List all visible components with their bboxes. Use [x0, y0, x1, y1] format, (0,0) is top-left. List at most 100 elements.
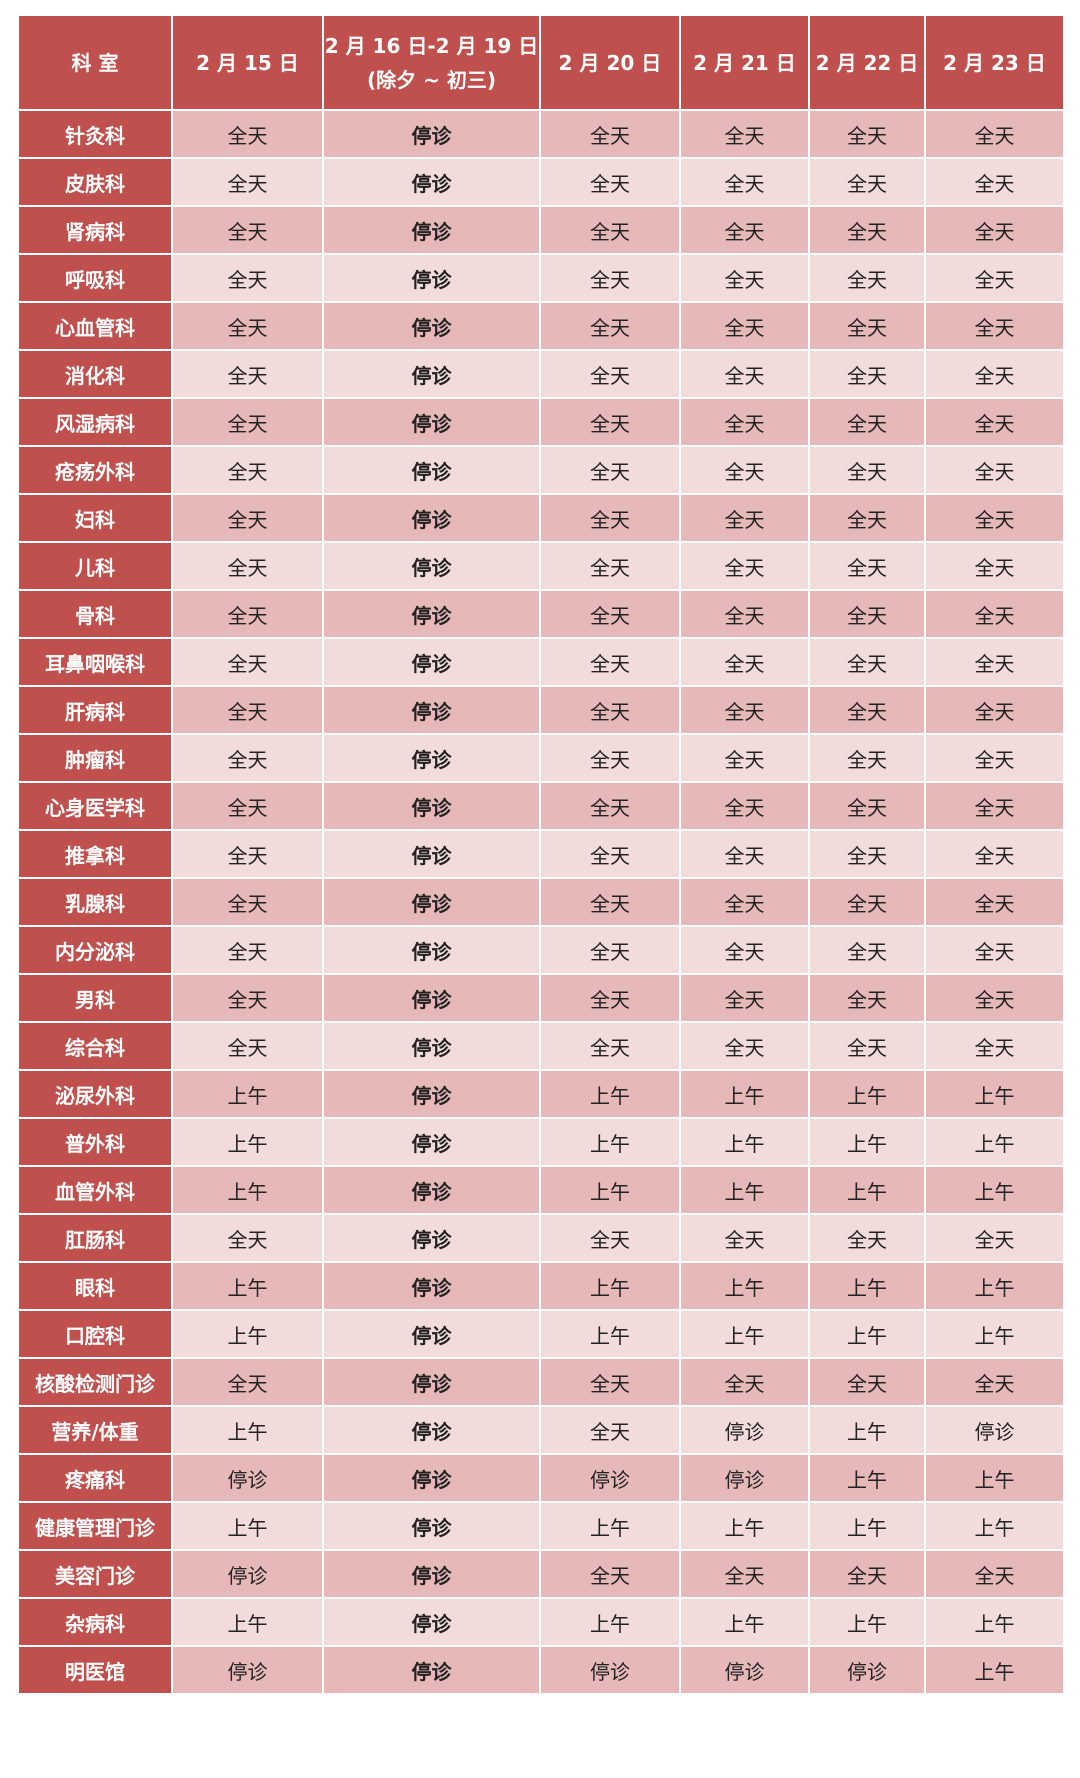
header-date: 2 月 15 日 [171, 14, 324, 111]
table-row: 眼科 上午 停诊 上午 上午 上午 上午 [17, 1261, 1065, 1311]
schedule-cell: 全天 [539, 637, 681, 687]
schedule-cell: 停诊 [322, 1597, 541, 1647]
schedule-cell: 停诊 [679, 1405, 810, 1455]
schedule-cell: 全天 [679, 109, 810, 159]
schedule-cell: 全天 [808, 685, 926, 735]
table-row: 心血管科 全天 停诊 全天 全天 全天 全天 [17, 301, 1065, 351]
department-name: 口腔科 [17, 1309, 173, 1359]
department-name: 儿科 [17, 541, 173, 591]
schedule-cell: 全天 [924, 445, 1065, 495]
schedule-cell: 上午 [924, 1117, 1065, 1167]
department-name: 骨科 [17, 589, 173, 639]
table-row: 乳腺科 全天 停诊 全天 全天 全天 全天 [17, 877, 1065, 927]
schedule-cell: 全天 [679, 829, 810, 879]
schedule-cell: 上午 [539, 1261, 681, 1311]
schedule-cell: 全天 [171, 781, 324, 831]
schedule-cell: 全天 [679, 1357, 810, 1407]
schedule-cell: 停诊 [322, 1021, 541, 1071]
schedule-cell: 全天 [808, 589, 926, 639]
schedule-cell: 上午 [539, 1309, 681, 1359]
schedule-cell: 停诊 [679, 1645, 810, 1695]
schedule-cell: 全天 [808, 973, 926, 1023]
schedule-cell: 全天 [924, 685, 1065, 735]
schedule-cell: 停诊 [322, 157, 541, 207]
header-date: 2 月 20 日 [539, 14, 681, 111]
schedule-cell: 上午 [171, 1597, 324, 1647]
schedule-cell: 全天 [679, 781, 810, 831]
schedule-cell: 全天 [924, 1213, 1065, 1263]
department-name: 针灸科 [17, 109, 173, 159]
department-name: 皮肤科 [17, 157, 173, 207]
table-row: 美容门诊 停诊 停诊 全天 全天 全天 全天 [17, 1549, 1065, 1599]
schedule-cell: 上午 [808, 1453, 926, 1503]
schedule-cell: 停诊 [322, 301, 541, 351]
schedule-cell: 上午 [679, 1261, 810, 1311]
schedule-cell: 全天 [924, 973, 1065, 1023]
schedule-cell: 全天 [924, 877, 1065, 927]
schedule-cell: 上午 [924, 1645, 1065, 1695]
schedule-cell: 全天 [539, 253, 681, 303]
table-row: 肾病科 全天 停诊 全天 全天 全天 全天 [17, 205, 1065, 255]
schedule-cell: 全天 [808, 925, 926, 975]
schedule-cell: 全天 [808, 829, 926, 879]
schedule-cell: 全天 [808, 1549, 926, 1599]
schedule-cell: 停诊 [322, 973, 541, 1023]
table-row: 泌尿外科 上午 停诊 上午 上午 上午 上午 [17, 1069, 1065, 1119]
table-row: 明医馆 停诊 停诊 停诊 停诊 停诊 上午 [17, 1645, 1065, 1695]
schedule-cell: 全天 [679, 589, 810, 639]
schedule-cell: 全天 [539, 589, 681, 639]
schedule-cell: 全天 [539, 349, 681, 399]
department-name: 眼科 [17, 1261, 173, 1311]
schedule-cell: 停诊 [322, 1501, 541, 1551]
table-row: 口腔科 上午 停诊 上午 上午 上午 上午 [17, 1309, 1065, 1359]
schedule-cell: 停诊 [322, 1213, 541, 1263]
schedule-cell: 全天 [924, 925, 1065, 975]
schedule-cell: 全天 [539, 1021, 681, 1071]
schedule-cell: 上午 [924, 1309, 1065, 1359]
schedule-cell: 全天 [539, 445, 681, 495]
department-name: 风湿病科 [17, 397, 173, 447]
schedule-cell: 全天 [679, 349, 810, 399]
table-row: 骨科 全天 停诊 全天 全天 全天 全天 [17, 589, 1065, 639]
schedule-cell: 上午 [924, 1165, 1065, 1215]
department-name: 核酸检测门诊 [17, 1357, 173, 1407]
schedule-cell: 全天 [171, 493, 324, 543]
schedule-cell: 上午 [808, 1165, 926, 1215]
schedule-cell: 全天 [171, 1357, 324, 1407]
schedule-cell: 全天 [539, 781, 681, 831]
department-name: 血管外科 [17, 1165, 173, 1215]
schedule-cell: 全天 [539, 733, 681, 783]
schedule-table: 科 室 2 月 15 日 2 月 16 日-2 月 19 日 (除夕 ~ 初三) … [17, 14, 1065, 1695]
schedule-cell: 全天 [924, 733, 1065, 783]
schedule-cell: 上午 [808, 1405, 926, 1455]
table-row: 风湿病科 全天 停诊 全天 全天 全天 全天 [17, 397, 1065, 447]
schedule-cell: 全天 [539, 1405, 681, 1455]
schedule-cell: 上午 [679, 1501, 810, 1551]
schedule-cell: 全天 [808, 397, 926, 447]
header-department: 科 室 [17, 14, 173, 111]
schedule-cell: 停诊 [322, 1309, 541, 1359]
schedule-cell: 停诊 [322, 685, 541, 735]
schedule-cell: 上午 [924, 1597, 1065, 1647]
department-name: 肿瘤科 [17, 733, 173, 783]
schedule-cell: 停诊 [679, 1453, 810, 1503]
schedule-cell: 全天 [171, 253, 324, 303]
department-name: 呼吸科 [17, 253, 173, 303]
schedule-cell: 全天 [808, 541, 926, 591]
schedule-cell: 全天 [171, 445, 324, 495]
schedule-cell: 全天 [679, 637, 810, 687]
schedule-cell: 停诊 [322, 1357, 541, 1407]
table-row: 肝病科 全天 停诊 全天 全天 全天 全天 [17, 685, 1065, 735]
schedule-cell: 上午 [924, 1261, 1065, 1311]
schedule-cell: 上午 [539, 1501, 681, 1551]
department-name: 杂病科 [17, 1597, 173, 1647]
schedule-cell: 全天 [924, 1357, 1065, 1407]
department-name: 营养/体重 [17, 1405, 173, 1455]
schedule-cell: 停诊 [322, 253, 541, 303]
schedule-cell: 停诊 [322, 1069, 541, 1119]
department-name: 健康管理门诊 [17, 1501, 173, 1551]
schedule-cell: 全天 [679, 733, 810, 783]
schedule-cell: 上午 [924, 1453, 1065, 1503]
schedule-cell: 上午 [808, 1597, 926, 1647]
schedule-cell: 全天 [924, 637, 1065, 687]
